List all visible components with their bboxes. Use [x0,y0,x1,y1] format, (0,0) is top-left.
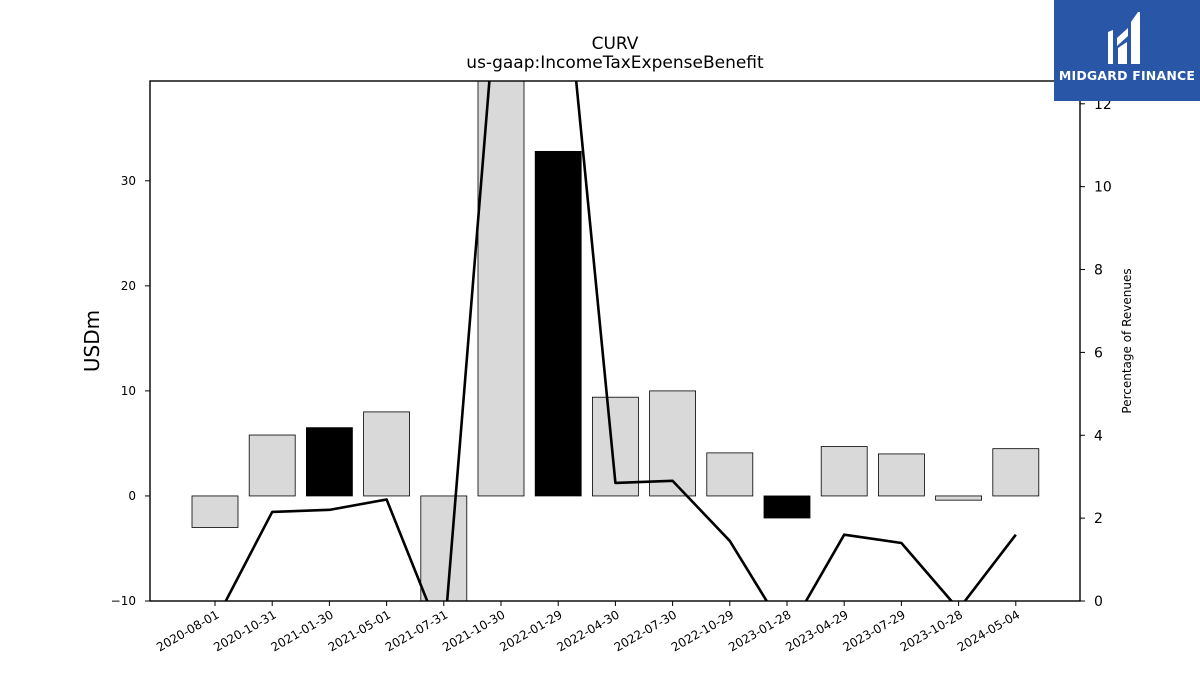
y-tick-label: 20 [121,279,136,293]
y2-tick-label: 8 [1094,263,1103,279]
bar-2023-01-28 [763,495,811,519]
bar-2020-08-01 [191,495,239,528]
y2-tick-label: 10 [1094,180,1112,196]
logo-mark-icon [1108,12,1140,64]
x-tick-label: 2021-05-01 [326,607,393,654]
y-tick-label: −10 [111,594,136,608]
x-tick-label: 2020-08-01 [154,607,221,654]
x-tick-label: 2022-01-29 [497,607,564,654]
percentage-line [224,81,1017,601]
bar-2021-01-30 [305,427,353,497]
chart-title: CURV [592,34,639,54]
x-tick-label: 2024-05-04 [955,607,1022,654]
chart-subtitle: us-gaap:IncomeTaxExpenseBenefit [466,53,764,73]
x-tick-label: 2023-04-29 [783,607,850,654]
x-tick-label: 2022-07-30 [612,607,679,654]
bar-2023-04-29 [820,446,868,497]
y-tick-label: 10 [121,384,136,398]
bar-2023-10-28 [935,495,982,501]
y-tick-label: 30 [121,174,136,188]
y2-axis-label: Percentage of Revenues [1120,268,1134,413]
x-tick-label: 2020-10-31 [211,607,278,654]
x-tick-label: 2022-04-30 [554,607,621,654]
x-tick-label: 2021-10-30 [440,607,507,654]
bar-2023-07-29 [878,453,925,497]
midgard-finance-logo: MIDGARD FINANCE [1054,0,1200,101]
x-tick-label: 2023-10-28 [898,607,965,654]
bar-2021-07-31 [420,495,468,601]
bar-2021-10-30 [477,81,525,497]
logo-text: MIDGARD FINANCE [1058,68,1196,83]
y-axis-label: USDm [80,310,104,372]
bar-2020-10-31 [248,434,296,497]
plot-frame [149,80,1081,602]
y2-tick-label: 4 [1094,428,1103,444]
bar-2022-10-29 [706,452,754,497]
y2-tick-label: 6 [1094,345,1103,361]
x-axis: 2020-08-012020-10-312021-01-302021-05-01… [154,601,1022,654]
y2-tick-label: 2 [1094,511,1103,527]
bar-2022-01-29 [534,150,582,497]
left-axis: −10 0 10 20 30 [111,174,150,608]
x-tick-label: 2021-01-30 [268,607,335,654]
bar-2021-05-01 [363,411,411,497]
bar-group [191,81,1040,601]
line-group [224,81,1017,601]
bar-2022-07-30 [649,390,696,497]
y2-tick-label: 0 [1094,594,1103,610]
x-tick-label: 2023-07-29 [840,607,907,654]
x-tick-label: 2023-01-28 [726,607,793,654]
y-tick-label: 0 [128,489,136,503]
x-tick-label: 2021-07-31 [383,607,450,654]
bar-2024-05-04 [992,448,1040,497]
x-tick-label: 2022-10-29 [669,607,736,654]
